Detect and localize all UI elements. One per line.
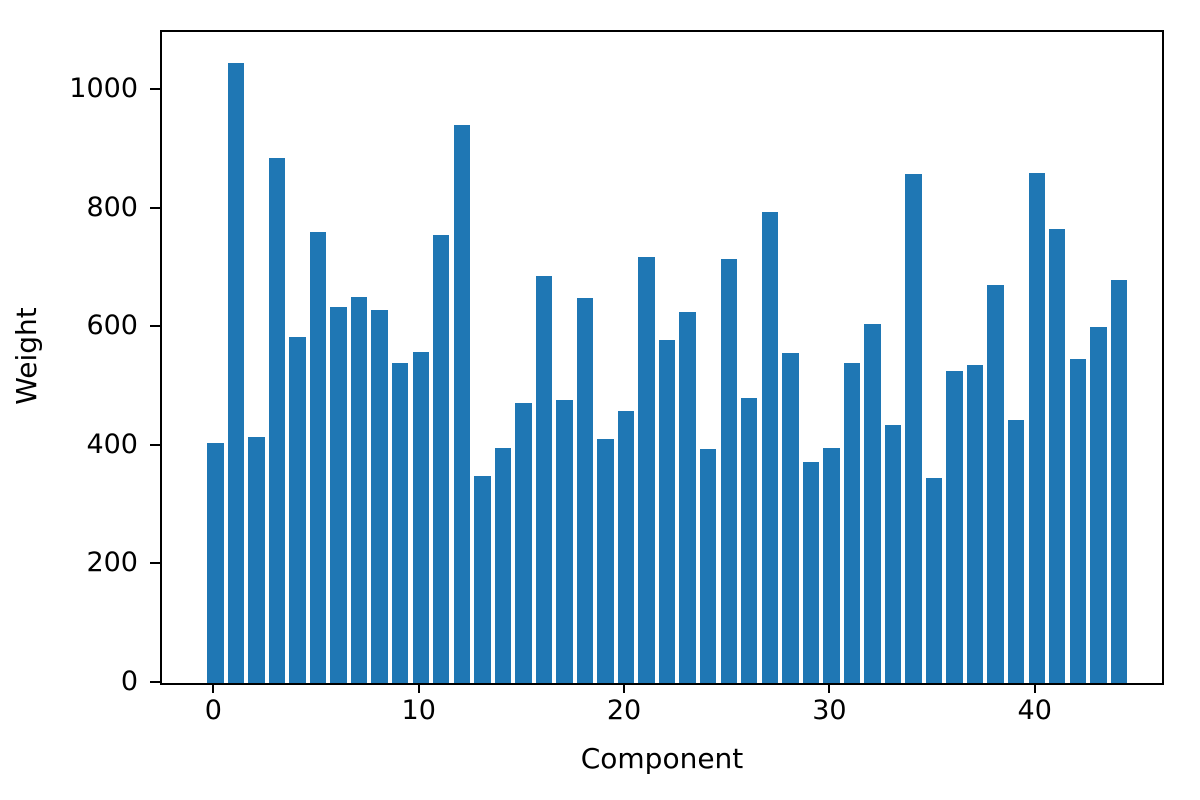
bar (535, 276, 553, 683)
bar (453, 125, 470, 683)
bar (412, 351, 429, 683)
bar (884, 424, 902, 683)
bar (207, 443, 224, 683)
y-tick-mark (150, 562, 160, 565)
bar (494, 447, 512, 683)
bar (1028, 172, 1045, 683)
y-tick-label: 1000 (69, 73, 138, 105)
bar (638, 257, 655, 683)
x-tick-label: 20 (606, 695, 642, 726)
bar (925, 477, 943, 683)
bar (966, 364, 984, 683)
y-tick-mark (150, 88, 160, 91)
bar (1110, 279, 1128, 683)
bar (864, 324, 881, 683)
y-tick-label: 600 (86, 310, 138, 342)
x-tick-mark (417, 683, 420, 693)
x-tick-label: 40 (1017, 695, 1052, 726)
bar (371, 310, 388, 683)
bar (1090, 326, 1107, 683)
bar (597, 439, 614, 683)
bar (248, 436, 265, 683)
y-tick-label: 400 (86, 428, 138, 460)
y-tick-label: 200 (86, 547, 138, 579)
bar (474, 475, 491, 683)
y-tick-mark (150, 325, 160, 328)
bar (227, 62, 245, 683)
y-tick-label: 0 (120, 666, 138, 697)
bar (741, 398, 758, 683)
x-tick-mark (1033, 683, 1036, 693)
bar (761, 212, 778, 683)
bar (515, 403, 532, 683)
x-tick-mark (828, 683, 831, 693)
x-tick-mark (623, 683, 626, 693)
bar (268, 157, 286, 683)
plot-area (160, 30, 1164, 685)
bar (1069, 358, 1087, 683)
bar (905, 174, 922, 683)
bar (1049, 228, 1066, 683)
bar (823, 447, 840, 683)
bar (391, 362, 409, 683)
x-axis-label: Component (580, 742, 744, 775)
y-tick-label: 800 (86, 191, 138, 223)
bar (330, 306, 347, 683)
bar (679, 312, 696, 683)
bar (843, 363, 861, 683)
x-tick-label: 30 (812, 695, 847, 726)
x-tick-label: 10 (401, 695, 436, 726)
bar (699, 449, 717, 683)
y-tick-mark (150, 206, 160, 209)
bar (802, 461, 820, 683)
bar (617, 411, 635, 683)
bar (576, 297, 594, 683)
y-axis-label: Weight (10, 307, 43, 405)
bar (309, 231, 327, 683)
x-tick-mark (212, 683, 215, 693)
bar (946, 371, 963, 683)
bar (1007, 419, 1025, 683)
bar (433, 234, 450, 683)
bar (350, 297, 368, 683)
bar (720, 258, 737, 683)
bar (658, 339, 676, 683)
y-tick-mark (150, 443, 160, 446)
y-tick-mark (150, 681, 160, 683)
bar (556, 400, 573, 683)
x-tick-label: 0 (204, 695, 222, 726)
bar (987, 285, 1004, 683)
bar (289, 337, 306, 683)
bar (782, 353, 799, 683)
